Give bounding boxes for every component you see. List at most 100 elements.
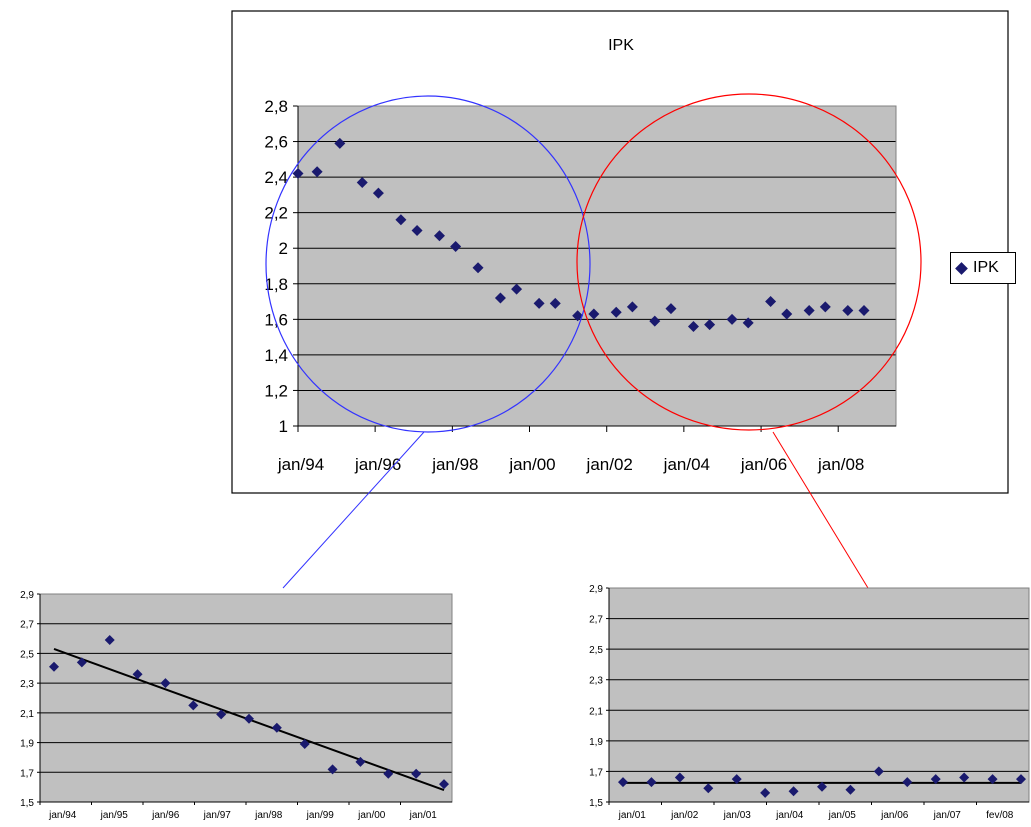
main-data-point (610, 306, 622, 318)
right-zoom-data-point (902, 777, 913, 788)
left-zoom-data-point (160, 678, 171, 689)
left-zoom-x-tick-label: jan/00 (357, 810, 386, 821)
main-y-tick-label: 1,4 (264, 346, 288, 365)
main-data-point (726, 313, 738, 325)
right-zoom-data-point (817, 781, 827, 792)
legend-label-ipk: IPK (973, 259, 999, 276)
main-x-tick-label: jan/98 (431, 455, 478, 474)
left-zoom-y-tick-label: 2,1 (20, 709, 34, 720)
left-zoom-data-point (132, 669, 143, 680)
main-data-point (742, 317, 754, 329)
main-chart-title: IPK (608, 37, 634, 54)
left-zoom-x-tick-label: jan/97 (203, 810, 232, 821)
right-zoom-x-tick-label: jan/06 (880, 810, 909, 821)
right-zoom-x-tick-label: jan/01 (618, 810, 647, 821)
right-zoom-data-point (760, 787, 771, 798)
left-zoom-data-point (383, 768, 394, 779)
left-zoom-data-point (327, 764, 338, 775)
main-data-point (665, 303, 677, 315)
main-y-tick-label: 2,2 (264, 204, 288, 223)
right-zoom-data-point (845, 784, 856, 795)
main-y-tick-label: 2,8 (264, 97, 288, 116)
right-zoom-plot-area: 1,5 1,7 1,9 2,1 2,3 2,5 2,7 2,9 jan/01 jan/02 jan/… (589, 584, 1030, 821)
main-plot-area: 1 1,2 1,4 1,6 1,8 2 2,2 2,4 2,6 2,8 jan/94 jan/96 ja… (264, 97, 897, 474)
main-y-tick-label: 2 (279, 239, 288, 258)
left-zoom-plot-area: 1,5 1,7 1,9 2,1 2,3 2,5 2,7 2,9 jan/94 jan/95 jan/… (20, 590, 453, 821)
right-zoom-plot-background (609, 588, 1029, 802)
left-zoom-y-tick-label: 1,5 (20, 798, 34, 809)
diamond-marker-icon (955, 261, 968, 275)
main-data-point (334, 137, 346, 149)
right-zoom-y-tick-label: 2,3 (589, 676, 603, 687)
left-zoom-y-tick-label: 1,7 (20, 768, 34, 779)
right-zoom-data-point (873, 766, 884, 777)
main-data-point (704, 319, 716, 331)
right-zoom-x-tick-label: jan/07 (933, 810, 962, 821)
main-data-point (472, 262, 484, 274)
main-y-tick-label: 1,6 (264, 310, 288, 329)
right-zoom-x-tick-label: fev/08 (986, 810, 1014, 821)
right-zoom-data-point (930, 774, 941, 785)
main-y-tick-label: 2,6 (264, 133, 288, 152)
blue-highlight-circle (265, 95, 591, 433)
main-plot-background (298, 106, 896, 426)
left-zoom-data-point (49, 661, 59, 672)
blue-connector-line (282, 431, 425, 589)
left-zoom-data-point (299, 739, 310, 750)
main-x-tick-label: jan/00 (508, 455, 555, 474)
main-y-tick-label: 1 (279, 417, 288, 436)
right-zoom-data-point (1016, 774, 1026, 785)
main-data-point (395, 214, 407, 226)
left-zoom-data-point (76, 657, 87, 668)
right-zoom-data-point (703, 783, 714, 794)
left-zoom-x-tick-label: jan/99 (306, 810, 335, 821)
right-zoom-y-tick-label: 2,9 (589, 584, 603, 595)
main-y-tick-label: 1,8 (264, 275, 288, 294)
right-zoom-y-tick-label: 2,1 (589, 706, 603, 717)
right-zoom-x-tick-label: jan/02 (670, 810, 699, 821)
main-data-point (292, 168, 304, 180)
right-zoom-x-tick-label: jan/03 (723, 810, 752, 821)
main-data-point (588, 308, 600, 320)
left-zoom-y-tick-label: 1,9 (20, 739, 34, 750)
main-y-tick-label: 1,2 (264, 381, 288, 400)
main-data-point (356, 176, 368, 188)
left-zoom-y-tick-label: 2,7 (20, 620, 34, 631)
right-zoom-y-tick-label: 1,5 (589, 798, 603, 809)
main-chart-legend: IPK (950, 252, 1016, 284)
main-x-tick-label: jan/06 (740, 455, 787, 474)
left-zoom-y-tick-label: 2,9 (20, 590, 34, 601)
main-data-point (572, 310, 584, 322)
right-zoom-data-point (959, 772, 970, 783)
main-data-point (649, 315, 661, 327)
left-zoom-x-tick-label: jan/96 (151, 810, 180, 821)
left-zoom-data-point (411, 768, 422, 779)
left-zoom-data-point (216, 709, 227, 720)
main-data-point (687, 320, 699, 332)
main-data-point (411, 224, 423, 236)
left-zoom-x-tick-label: jan/95 (100, 810, 129, 821)
right-zoom-y-tick-label: 2,7 (589, 615, 603, 626)
right-zoom-y-tick-label: 1,9 (589, 737, 603, 748)
main-data-point (858, 304, 870, 316)
left-zoom-x-tick-label: jan/01 (409, 810, 438, 821)
main-y-tick-label: 2,4 (264, 168, 288, 187)
left-zoom-data-point (104, 635, 115, 646)
main-data-point (533, 297, 545, 309)
right-zoom-y-tick-label: 1,7 (589, 767, 603, 778)
left-zoom-x-tick-label: jan/98 (254, 810, 283, 821)
main-data-point (819, 301, 831, 313)
main-x-tick-label: jan/02 (586, 455, 633, 474)
main-data-point (311, 166, 323, 178)
left-zoom-data-point (244, 713, 254, 724)
main-data-point (450, 240, 462, 252)
right-zoom-data-point (646, 777, 657, 788)
main-data-point (803, 304, 815, 316)
right-zoom-x-tick-label: jan/05 (828, 810, 857, 821)
left-zoom-y-tick-label: 2,5 (20, 649, 34, 660)
right-zoom-data-point (987, 774, 998, 785)
right-zoom-data-point (618, 777, 628, 788)
main-data-point (511, 283, 523, 295)
left-zoom-data-point (188, 700, 199, 711)
